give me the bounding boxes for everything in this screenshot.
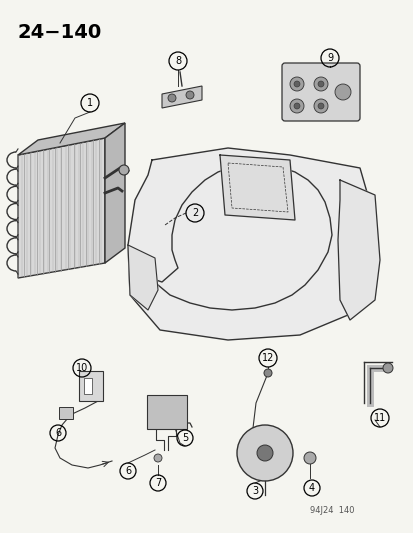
- Polygon shape: [18, 123, 125, 155]
- Polygon shape: [18, 138, 105, 278]
- Text: 94J24  140: 94J24 140: [309, 506, 354, 515]
- Text: 7: 7: [154, 478, 161, 488]
- FancyBboxPatch shape: [147, 395, 187, 429]
- FancyBboxPatch shape: [281, 63, 359, 121]
- Circle shape: [168, 94, 176, 102]
- Circle shape: [289, 77, 303, 91]
- Circle shape: [317, 103, 323, 109]
- Circle shape: [334, 84, 350, 100]
- Text: 2: 2: [191, 208, 198, 218]
- Text: 12: 12: [261, 353, 273, 363]
- Circle shape: [154, 454, 161, 462]
- Text: 10: 10: [76, 363, 88, 373]
- Circle shape: [289, 99, 303, 113]
- FancyBboxPatch shape: [59, 407, 73, 419]
- Circle shape: [293, 81, 299, 87]
- Circle shape: [293, 103, 299, 109]
- Circle shape: [313, 99, 327, 113]
- Circle shape: [119, 165, 129, 175]
- Circle shape: [317, 81, 323, 87]
- Circle shape: [185, 91, 194, 99]
- Text: 8: 8: [175, 56, 180, 66]
- Circle shape: [236, 425, 292, 481]
- Text: 6: 6: [55, 428, 61, 438]
- Circle shape: [303, 452, 315, 464]
- Text: 11: 11: [373, 413, 385, 423]
- Polygon shape: [140, 165, 331, 310]
- Text: 6: 6: [125, 466, 131, 476]
- Text: 1: 1: [87, 98, 93, 108]
- Polygon shape: [337, 180, 379, 320]
- Circle shape: [263, 369, 271, 377]
- FancyBboxPatch shape: [79, 371, 103, 401]
- Polygon shape: [128, 245, 158, 310]
- Text: 4: 4: [308, 483, 314, 493]
- Polygon shape: [219, 155, 294, 220]
- Circle shape: [256, 445, 272, 461]
- Circle shape: [313, 77, 327, 91]
- Text: 5: 5: [181, 433, 188, 443]
- Polygon shape: [161, 86, 202, 108]
- Text: 24−140: 24−140: [18, 23, 102, 42]
- Text: 9: 9: [326, 53, 332, 63]
- Polygon shape: [128, 148, 374, 340]
- Circle shape: [382, 363, 392, 373]
- Polygon shape: [105, 123, 125, 263]
- Text: 3: 3: [252, 486, 257, 496]
- FancyBboxPatch shape: [84, 378, 92, 394]
